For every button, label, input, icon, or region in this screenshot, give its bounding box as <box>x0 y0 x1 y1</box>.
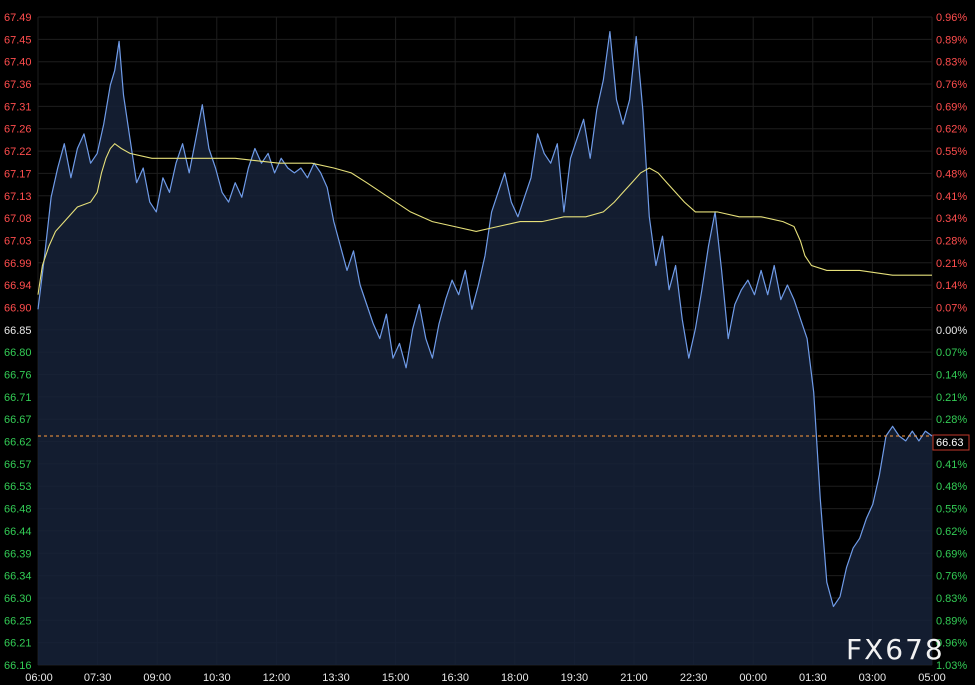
y-tick-label-right: 0.96% <box>936 638 967 650</box>
y-tick-label-right: 0.55% <box>936 504 967 516</box>
y-tick-label-left: 67.08 <box>4 213 32 225</box>
y-tick-label-right: 0.83% <box>936 593 967 605</box>
y-tick-label-left: 66.25 <box>4 615 32 627</box>
y-tick-label-right: 0.41% <box>936 459 967 471</box>
y-tick-label-right: 0.89% <box>936 615 967 627</box>
y-tick-label-left: 66.44 <box>4 526 32 538</box>
y-tick-label-right: 0.62% <box>936 526 967 538</box>
y-tick-label-left: 67.36 <box>4 79 32 91</box>
y-tick-label-left: 66.71 <box>4 392 32 404</box>
y-tick-label-right: 0.34% <box>936 213 967 225</box>
x-tick-label: 00:00 <box>739 672 767 684</box>
y-tick-label-left: 67.03 <box>4 235 32 247</box>
y-tick-label-left: 66.53 <box>4 481 32 493</box>
y-tick-label-right: 0.41% <box>936 191 967 203</box>
y-tick-label-left: 66.48 <box>4 504 32 516</box>
y-tick-label-left: 67.45 <box>4 34 32 46</box>
series <box>37 31 933 608</box>
y-tick-label-left: 67.17 <box>4 168 32 180</box>
x-tick-label: 12:00 <box>263 672 291 684</box>
y-tick-label-left: 66.34 <box>4 571 32 583</box>
last-price-tag-box <box>932 434 970 451</box>
y-tick-label-right: 0.62% <box>936 124 967 136</box>
x-tick-label: 21:00 <box>620 672 648 684</box>
y-tick-label-right: 0.69% <box>936 101 967 113</box>
y-tick-label-left: 66.21 <box>4 638 32 650</box>
x-tick-label: 06:00 <box>25 672 53 684</box>
y-tick-label-left: 67.31 <box>4 101 32 113</box>
y-tick-label-right: 0.76% <box>936 571 967 583</box>
last-price-tag-text: 66.63 <box>936 437 964 449</box>
y-tick-label-left: 66.30 <box>4 593 32 605</box>
y-tick-label-left: 66.39 <box>4 548 32 560</box>
x-tick-label: 13:30 <box>322 672 350 684</box>
y-tick-label-right: 0.76% <box>936 79 967 91</box>
y-tick-label-left: 66.62 <box>4 437 32 449</box>
y-tick-label-left: 67.22 <box>4 146 32 158</box>
y-tick-label-right: 0.83% <box>936 57 967 69</box>
y-tick-label-right: 0.14% <box>936 280 967 292</box>
y-tick-label-left: 67.40 <box>4 57 32 69</box>
axes: 67.49 0.96% 67.45 0.89% 67.40 0.83% 67.36 0.76%… <box>4 12 970 684</box>
y-tick-label-right: 0.89% <box>936 34 967 46</box>
x-tick-label: 07:30 <box>84 672 112 684</box>
x-tick-label: 16:30 <box>441 672 469 684</box>
x-tick-label: 22:30 <box>680 672 708 684</box>
average-line <box>37 142 932 295</box>
x-tick-label: 01:30 <box>799 672 827 684</box>
y-tick-label-left: 66.94 <box>4 280 32 292</box>
y-tick-label-right: 0.69% <box>936 548 967 560</box>
y-tick-label-right: 0.21% <box>936 392 967 404</box>
y-tick-label-left: 67.26 <box>4 124 32 136</box>
x-tick-label: 18:00 <box>501 672 529 684</box>
y-tick-label-right: 0.28% <box>936 414 967 426</box>
y-tick-label-right: 1.03% <box>936 660 967 672</box>
y-tick-label-left: 66.99 <box>4 258 32 270</box>
x-tick-label: 19:30 <box>561 672 589 684</box>
y-tick-label-right: 0.00% <box>936 325 967 337</box>
x-tick-label: 09:00 <box>143 672 171 684</box>
price-area <box>38 31 932 666</box>
y-tick-label-left: 66.90 <box>4 302 32 314</box>
y-tick-label-left: 66.80 <box>4 347 32 359</box>
y-tick-label-left: 66.67 <box>4 414 32 426</box>
last-price-tag: 66.63 <box>932 434 970 451</box>
y-tick-label-right: 0.48% <box>936 481 967 493</box>
y-tick-label-right: 0.21% <box>936 258 967 270</box>
y-tick-label-right: 0.48% <box>936 168 967 180</box>
y-tick-label-right: 0.96% <box>936 12 967 24</box>
y-tick-label-right: 0.07% <box>936 347 967 359</box>
watermark-text: FX678 <box>846 633 945 666</box>
y-tick-label-right: 0.14% <box>936 370 967 382</box>
y-tick-label-left: 66.85 <box>4 325 32 337</box>
price-line <box>37 31 933 608</box>
y-tick-label-right: 0.28% <box>936 235 967 247</box>
y-tick-label-left: 67.49 <box>4 12 32 24</box>
y-tick-label-left: 67.13 <box>4 191 32 203</box>
y-tick-label-right: 0.07% <box>936 302 967 314</box>
x-tick-label: 05:00 <box>918 672 946 684</box>
x-tick-label: 10:30 <box>203 672 231 684</box>
price-fill <box>38 31 932 666</box>
y-tick-label-right: 0.55% <box>936 146 967 158</box>
y-tick-label-left: 66.57 <box>4 459 32 471</box>
x-tick-label: 15:00 <box>382 672 410 684</box>
y-tick-label-left: 66.16 <box>4 660 32 672</box>
x-tick-label: 03:00 <box>859 672 887 684</box>
y-tick-label-left: 66.76 <box>4 370 32 382</box>
